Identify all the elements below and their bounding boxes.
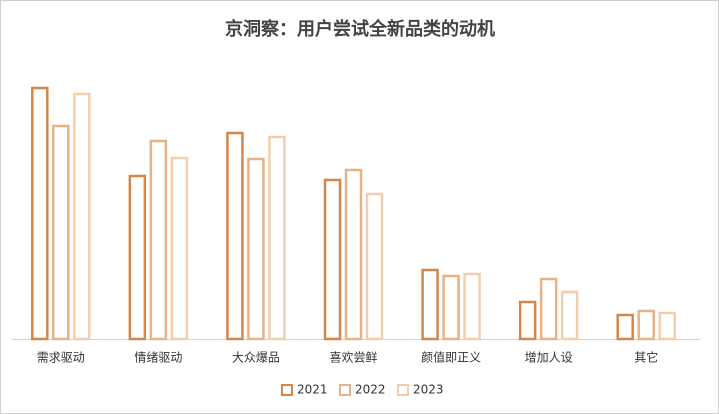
legend-label: 2021	[297, 383, 328, 397]
legend-label: 2023	[413, 383, 444, 397]
bar	[637, 309, 655, 341]
x-tick-label: 情绪驱动	[134, 351, 182, 365]
bar	[463, 272, 481, 341]
bar	[658, 311, 676, 341]
bar	[73, 92, 91, 341]
x-tick-label: 增加人设	[525, 351, 573, 365]
bar	[226, 131, 244, 341]
bar	[128, 174, 147, 341]
x-tick-label: 其它	[634, 350, 658, 365]
x-tick-label: 喜欢尝鲜	[329, 350, 377, 365]
bar	[365, 192, 384, 341]
legend-swatch	[339, 384, 351, 396]
bar	[518, 300, 537, 341]
bar	[170, 156, 189, 341]
chart-title: 京洞察：用户尝试全新品类的动机	[225, 18, 495, 40]
bar	[31, 86, 49, 341]
legend-swatch	[281, 384, 293, 396]
bar	[421, 268, 439, 341]
bar	[52, 124, 70, 341]
bar	[247, 157, 265, 341]
bar	[323, 178, 342, 341]
legend-label: 2022	[355, 383, 386, 397]
bar	[344, 168, 363, 341]
bar	[149, 139, 168, 341]
bar	[268, 135, 286, 341]
bar	[442, 274, 460, 341]
bar	[560, 290, 579, 341]
bar	[539, 277, 558, 341]
x-tick-label: 需求驱动	[37, 351, 85, 365]
bar	[616, 313, 634, 341]
x-tick-label: 颜值即正义	[421, 350, 481, 365]
legend-swatch	[397, 384, 409, 396]
x-tick-label: 大众爆品	[232, 351, 280, 365]
